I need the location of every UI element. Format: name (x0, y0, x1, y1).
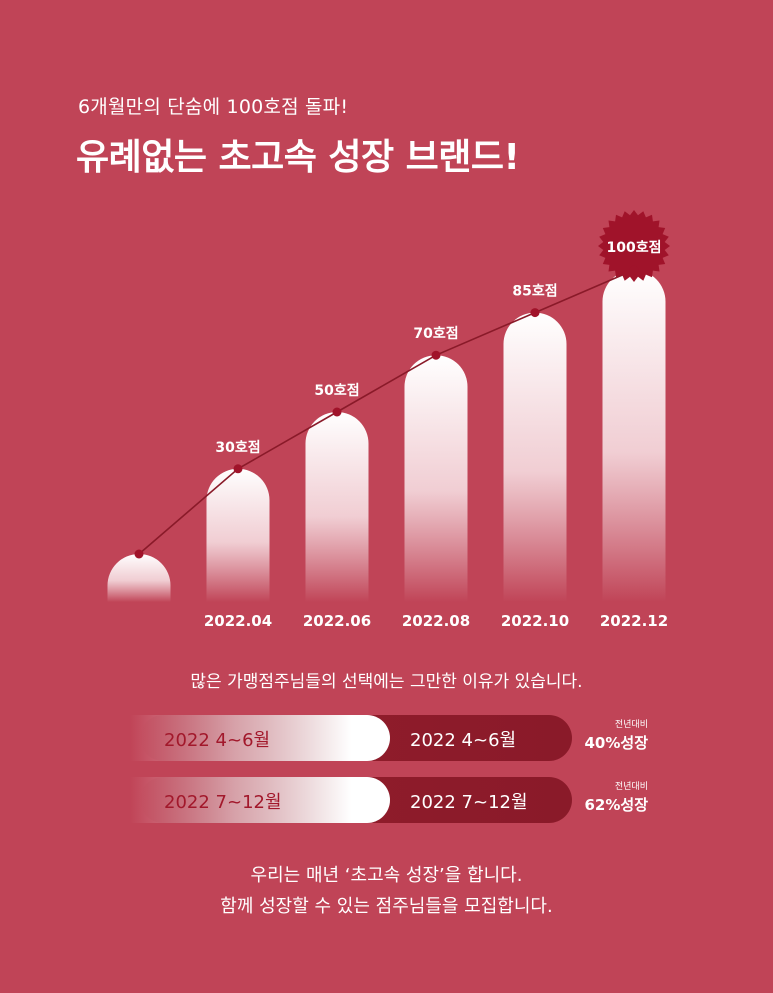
growth-badge: 전년대비 62%성장 (582, 779, 648, 815)
data-label: 50호점 (314, 382, 359, 399)
bar-5 (503, 312, 567, 602)
data-label: 30호점 (215, 439, 260, 456)
bar-4 (404, 355, 468, 602)
bar-2 (206, 468, 270, 602)
data-label: 70호점 (413, 325, 458, 342)
page-title: 유례없는 초고속 성장 브랜드! (76, 137, 520, 178)
badge-starburst (598, 210, 670, 282)
data-point (629, 265, 639, 275)
x-tick-label: 2022.12 (600, 612, 668, 630)
data-label: 100호점 (607, 239, 662, 256)
comparison-left-label: 2022 7~12월 (164, 792, 282, 813)
data-point (233, 464, 243, 474)
data-label: 85호점 (512, 283, 557, 300)
comparison-right-label: 2022 7~12월 (410, 792, 528, 813)
data-point (332, 407, 342, 417)
growth-chart: 2022.04 2022.06 2022.08 2022.10 2022.12 30호점 5… (107, 210, 670, 630)
growth-caption: 전년대비 (614, 782, 648, 792)
x-tick-label: 2022.10 (501, 612, 569, 630)
outro-line-1: 우리는 매년 ‘초고속 성장’을 합니다. (250, 865, 523, 886)
growth-value: 62%성장 (584, 796, 648, 814)
trend-line (138, 269, 635, 555)
comparison-right-label: 2022 4~6월 (410, 730, 517, 751)
comparison-bar-light (130, 777, 390, 823)
growth-caption: 전년대비 (614, 720, 648, 730)
intro-text: 많은 가맹점주님들의 선택에는 그만한 이유가 있습니다. (190, 672, 583, 692)
outro-line-2: 함께 성장할 수 있는 점주님들을 모집합니다. (220, 896, 553, 917)
data-point (134, 549, 144, 559)
bar-3 (305, 412, 369, 602)
growth-value: 40%성장 (584, 734, 648, 752)
data-point (431, 350, 441, 360)
outro-text: 우리는 매년 ‘초고속 성장’을 합니다. 함께 성장할 수 있는 점주님들을 … (0, 860, 773, 922)
x-tick-label: 2022.08 (402, 612, 470, 630)
comparison-bar-light (130, 715, 390, 761)
comparison-row-2: 2022 7~12월 2022 7~12월 전년대비 62%성장 (130, 777, 650, 823)
comparison-row-1: 2022 4~6월 2022 4~6월 전년대비 40%성장 (130, 715, 650, 761)
bar-1 (107, 554, 171, 602)
comparison-left-label: 2022 4~6월 (164, 730, 271, 751)
bar-6 (602, 270, 666, 602)
subtitle: 6개월만의 단숨에 100호점 돌파! (78, 96, 349, 118)
x-tick-label: 2022.04 (204, 612, 272, 630)
data-point (530, 308, 540, 318)
x-tick-label: 2022.06 (303, 612, 371, 630)
growth-badge: 전년대비 40%성장 (582, 717, 648, 753)
